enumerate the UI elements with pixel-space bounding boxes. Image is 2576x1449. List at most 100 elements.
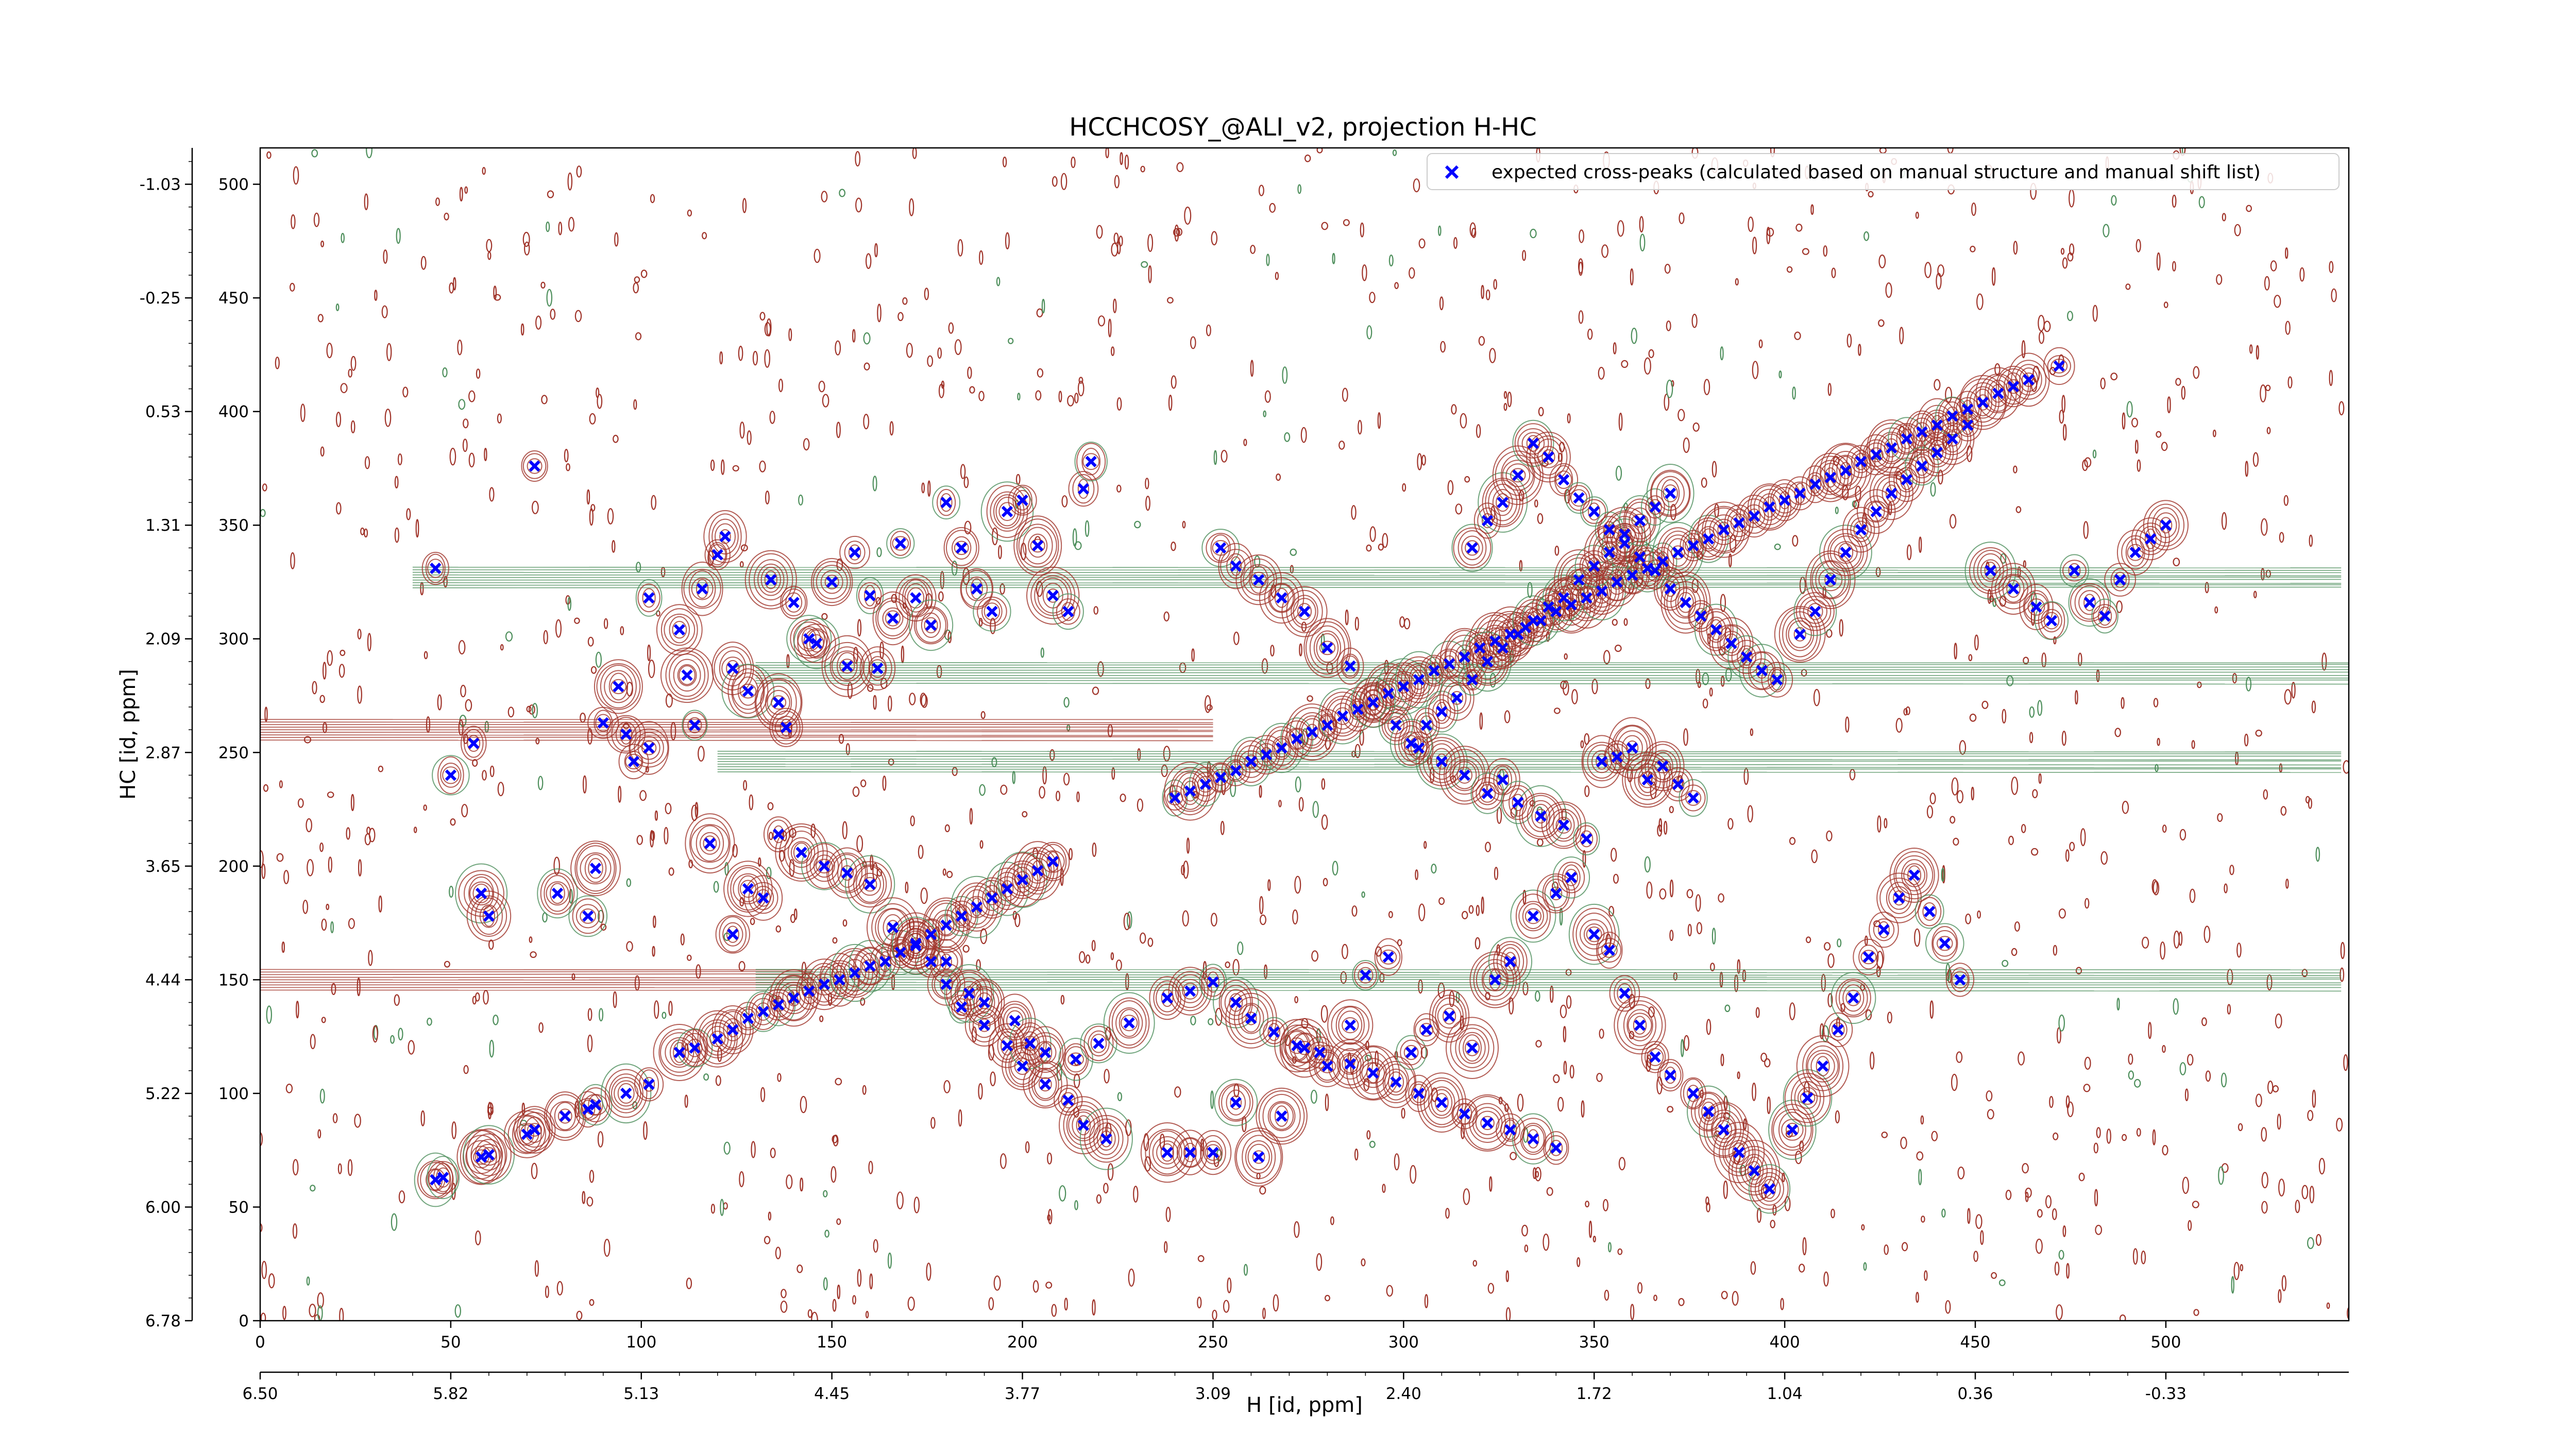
noise-contour [1930, 482, 1936, 497]
noise-contour [1485, 289, 1490, 300]
noise-contour [522, 231, 530, 247]
noise-contour [339, 1308, 344, 1321]
noise-contour [1918, 1169, 1922, 1186]
noise-contour [1709, 687, 1713, 697]
noise-contour [1639, 233, 1646, 251]
x-index-tick-label: 300 [1388, 1333, 1419, 1352]
peak-contour [743, 875, 783, 921]
noise-contour [357, 978, 361, 997]
noise-contour [310, 1185, 316, 1192]
noise-contour [1831, 1208, 1835, 1219]
noise-contour [1604, 1289, 1609, 1301]
x-ppm-tick-label: 3.77 [1005, 1385, 1040, 1403]
noise-contour [1720, 1053, 1724, 1067]
peak-contour [828, 852, 867, 894]
noise-contour [1553, 707, 1561, 714]
peak-contour [801, 958, 848, 1010]
noise-contour [2058, 1014, 2065, 1032]
peak-contour [1334, 707, 1351, 725]
peak-contour [1588, 526, 1631, 579]
peak-contour [797, 624, 836, 663]
peak-contour [1876, 477, 1907, 510]
noise-contour [276, 853, 284, 862]
peak-contour [737, 676, 759, 706]
noise-contour [350, 356, 357, 371]
peak-contour [1727, 509, 1751, 537]
cross-peak-marker [1016, 874, 1028, 886]
cross-peak-marker [772, 828, 785, 840]
peak-contour [1768, 479, 1802, 521]
cross-peak-marker [1276, 1110, 1287, 1122]
noise-contour [648, 659, 655, 678]
peak-contour [1461, 535, 1483, 561]
noise-contour [855, 197, 862, 213]
peak-contour [1886, 882, 1912, 914]
peak-contour [1331, 702, 1354, 730]
cross-peak-marker [1588, 929, 1600, 940]
peak-contour [1274, 587, 1289, 608]
noise-contour [1743, 1118, 1747, 1130]
noise-contour [832, 937, 838, 944]
peak-contour [1896, 467, 1918, 493]
cross-peak-marker [910, 592, 922, 604]
noise-contour [507, 706, 515, 718]
peak-contour [1288, 729, 1306, 749]
noise-contour [384, 408, 392, 427]
noise-contour [1613, 342, 1617, 355]
noise-contour [664, 827, 669, 845]
cross-peak-marker [1649, 1051, 1661, 1063]
noise-contour [873, 695, 877, 710]
noise-contour [1369, 1140, 1376, 1148]
peak-contour [934, 949, 958, 974]
peak-contour [1816, 1056, 1830, 1076]
peak-contour [521, 450, 548, 482]
peak-contour [1628, 1013, 1652, 1038]
noise-contour [319, 695, 325, 703]
peak-contour [972, 1012, 996, 1038]
peak-contour [1549, 1140, 1563, 1156]
peak-contour [722, 922, 743, 947]
noise-contour [281, 941, 285, 953]
peak-contour [1507, 622, 1529, 646]
noise-contour [2201, 1017, 2207, 1026]
noise-contour [635, 332, 642, 341]
noise-contour [999, 1153, 1007, 1169]
cross-peak-marker [1481, 515, 1494, 527]
peak-contour [1730, 513, 1748, 532]
noise-contour [1670, 503, 1676, 520]
noise-contour [1471, 227, 1477, 238]
noise-contour [2045, 1195, 2052, 1208]
noise-contour [750, 918, 755, 925]
noise-contour [948, 322, 954, 334]
peak-contour [2015, 364, 2042, 396]
cross-peak-marker [940, 955, 952, 968]
noise-contour [595, 651, 602, 668]
ridge-contour [260, 969, 813, 971]
ridge-contour [412, 566, 2342, 568]
noise-contour [266, 151, 272, 159]
noise-contour [910, 815, 915, 827]
peak-contour [785, 592, 803, 613]
peak-contour [748, 882, 778, 914]
noise-contour [819, 1015, 824, 1022]
noise-contour [1476, 424, 1481, 438]
noise-contour [2238, 1123, 2243, 1132]
cross-peak-marker [643, 1079, 655, 1090]
noise-contour [1267, 879, 1271, 891]
peak-contour [2113, 571, 2127, 588]
noise-contour [2067, 311, 2074, 321]
noise-contour [832, 1299, 837, 1312]
cross-peak-marker [1596, 755, 1608, 768]
noise-contour [1144, 1156, 1151, 1172]
peak-contour [1226, 1089, 1246, 1116]
peak-contour [839, 659, 855, 674]
noise-contour [1493, 279, 1498, 290]
cross-peak-marker [1703, 533, 1715, 545]
noise-contour [302, 900, 309, 914]
noise-contour [764, 349, 770, 368]
y-index-tick-label: 500 [218, 176, 249, 194]
peak-contour [1374, 938, 1403, 976]
noise-contour [292, 1223, 298, 1239]
peak-contour [803, 628, 830, 659]
noise-contour [800, 1096, 807, 1114]
